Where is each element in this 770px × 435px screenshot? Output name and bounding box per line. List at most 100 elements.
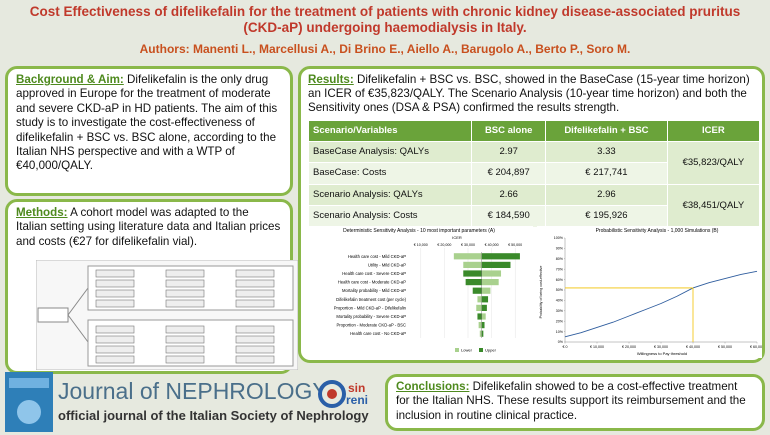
x-tick-label: € 50,000	[508, 243, 522, 247]
cell: € 217,741	[546, 163, 667, 184]
logo-ring	[318, 380, 346, 408]
table-header: Scenario/Variables BSC alone Difelikefal…	[309, 120, 759, 142]
bar	[481, 287, 491, 294]
category-label: Difelikefalin treatment cost (per cycle)	[336, 297, 406, 302]
psa-curve	[564, 270, 758, 338]
legend-swatch	[455, 348, 459, 352]
table-row: Scenario Analysis: QALYs 2.66 2.96 €38,4…	[309, 184, 759, 227]
cell: 2.97	[472, 142, 546, 163]
cell: 2.96	[546, 184, 667, 206]
logo-text: reni	[346, 393, 368, 407]
legend-swatch	[479, 348, 483, 352]
x-tick-label: € 10,000	[590, 345, 604, 349]
category-label: Mortality probability - Severe CKD-aP	[336, 314, 406, 319]
category-label: Mortality probability - Mild CKD-aP	[342, 288, 406, 293]
diagram-node	[37, 307, 69, 323]
cell: BaseCase: Costs	[309, 163, 472, 184]
logo-dot	[327, 389, 337, 399]
results-table: Scenario/Variables BSC alone Difelikefal…	[308, 120, 760, 228]
y-tick-label: 50%	[556, 288, 564, 292]
header-cell: Difelikefalin + BSC	[546, 120, 667, 142]
y-axis-label: Probability of being cost-effective	[539, 266, 543, 319]
logo-text: sin	[348, 381, 365, 395]
table-row: BaseCase Analysis: QALYs 2.97 3.33 €35,8…	[309, 142, 759, 184]
bar	[481, 304, 487, 311]
diagram-arrow	[67, 287, 89, 316]
journal-name: Journal of NEPHROLOGY	[58, 378, 328, 404]
axis-label: ICER	[452, 235, 462, 240]
journal-cover	[5, 372, 53, 432]
cell: 2.66	[472, 184, 546, 206]
x-tick-label: € 50,000	[718, 345, 732, 349]
bar	[481, 270, 502, 277]
psa-chart: Probabilistic Sensitivity Analysis - 1,0…	[537, 226, 762, 358]
results-text: Results: Difelikefalin + BSC vs. BSC, sh…	[308, 73, 755, 116]
body-text: Difelikefalin is the only drug approved …	[16, 73, 278, 173]
diagram-states	[95, 269, 275, 364]
y-tick-label: 0%	[558, 340, 564, 344]
journal-subtitle: official journal of the Italian Society …	[58, 408, 369, 423]
bar	[477, 313, 482, 320]
cell: Scenario Analysis: QALYs	[309, 184, 472, 206]
x-tick-label: € 40,000	[485, 243, 499, 247]
cell: € 195,926	[546, 206, 667, 227]
bar	[481, 322, 485, 329]
cover-band	[9, 378, 49, 388]
header-cell: Scenario/Variables	[309, 120, 472, 142]
bar	[478, 322, 482, 329]
background-box: Background & Aim: Difelikefalin is the o…	[5, 66, 293, 196]
y-tick-label: 30%	[556, 309, 564, 313]
x-tick-label: € 30,000	[654, 345, 668, 349]
bar	[476, 304, 482, 311]
y-tick-label: 10%	[556, 330, 564, 334]
cell: Scenario Analysis: Costs	[309, 206, 472, 227]
body-text: Difelikefalin showed to be a cost-effect…	[396, 380, 746, 422]
conclusions-box: Conclusions: Difelikefalin showed to be …	[385, 374, 765, 431]
cell: BaseCase Analysis: QALYs	[309, 142, 472, 163]
x-axis-label: Willingness to Pay threshold	[637, 351, 687, 356]
y-tick-label: 90%	[556, 247, 564, 251]
bar	[481, 330, 484, 337]
category-label: Health care cost - Mild CKD-aP	[348, 254, 406, 259]
x-tick-label: € 60,000	[750, 345, 762, 349]
y-tick-label: 100%	[554, 236, 564, 240]
category-label: Health care cost - Severe CKD-aP	[342, 271, 406, 276]
bar	[481, 279, 499, 286]
x-tick-label: € 0	[563, 345, 568, 349]
poster-title: Cost Effectiveness of difelikefalin for …	[29, 4, 741, 35]
legend-label: Upper	[485, 348, 497, 353]
y-tick-label: 70%	[556, 267, 564, 271]
table-row: BaseCase: Costs € 204,897 € 217,741	[309, 163, 759, 184]
y-tick-label: 20%	[556, 319, 564, 323]
model-diagram	[36, 260, 298, 370]
society-logo: sin reni	[318, 380, 368, 408]
y-tick-label: 60%	[556, 278, 564, 282]
bar	[481, 261, 511, 268]
bar	[481, 313, 486, 320]
x-tick-label: € 40,000	[686, 345, 700, 349]
category-label: Proportion - Mild CKD-aP - Difelikefalin	[334, 305, 407, 310]
x-tick-label: € 20,000	[437, 243, 451, 247]
x-tick-label: € 20,000	[622, 345, 636, 349]
cell: 3.33	[546, 142, 667, 163]
bar	[481, 253, 520, 260]
heading: Conclusions:	[396, 380, 470, 393]
tornado-chart: Deterministic Sensitivity Analysis - 10 …	[305, 226, 533, 358]
chart-title: Deterministic Sensitivity Analysis - 10 …	[343, 228, 495, 234]
y-tick-label: 40%	[556, 299, 564, 303]
header-cell: BSC alone	[472, 120, 546, 142]
cell: € 204,897	[472, 163, 546, 184]
body-text: A cohort model was adapted to the Italia…	[16, 206, 281, 248]
bar	[463, 270, 482, 277]
bar	[481, 296, 489, 303]
legend-label: Lower	[461, 348, 473, 353]
icer-cell: €38,451/QALY	[667, 184, 759, 227]
category-label: Utility - Mild CKD-aP	[368, 262, 406, 267]
header-cell: ICER	[667, 120, 759, 142]
category-label: Health care cost - Moderate CKD-aP	[338, 280, 406, 285]
x-tick-label: € 30,000	[461, 243, 475, 247]
bar	[479, 330, 482, 337]
category-label: Proportion - Moderate CKD-aP - BSC	[336, 323, 406, 328]
bar	[463, 261, 482, 268]
